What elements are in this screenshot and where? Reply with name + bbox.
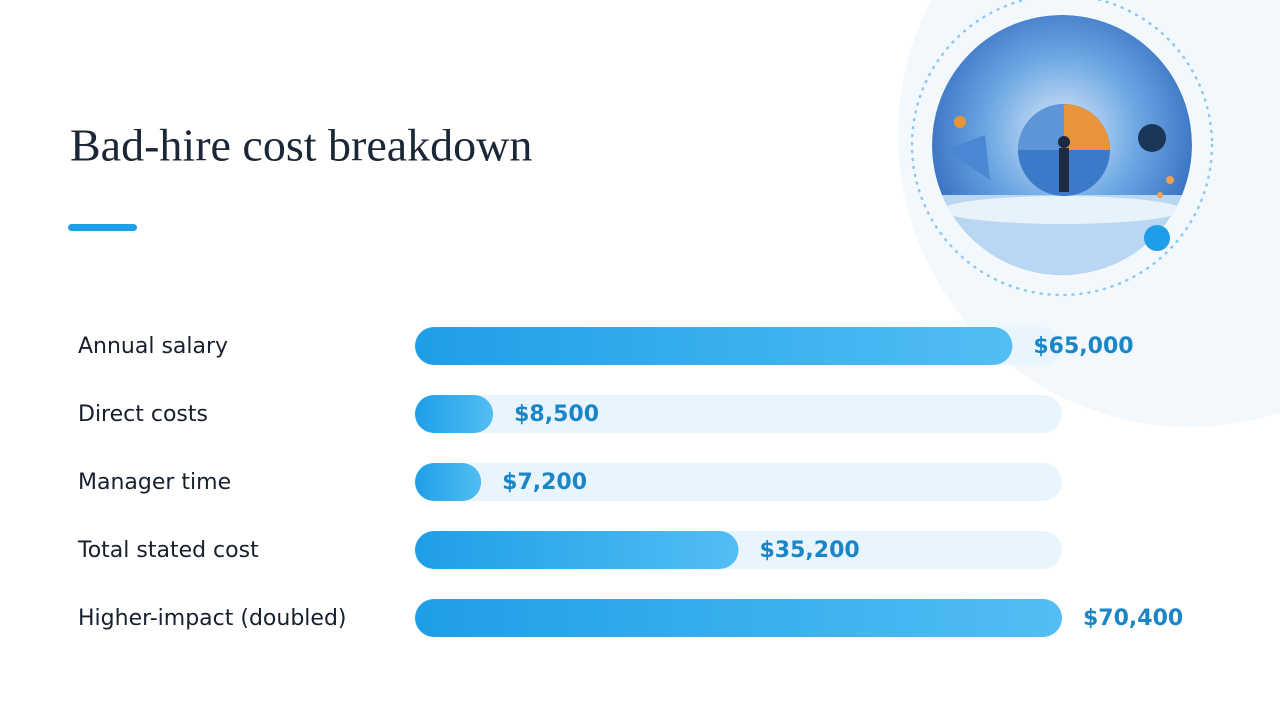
value-label: $35,200 — [760, 538, 860, 563]
value-label: $70,400 — [1083, 606, 1183, 631]
decor-dot — [1144, 225, 1170, 251]
illustration — [932, 15, 1192, 275]
category-label: Annual salary — [78, 334, 228, 359]
category-label: Direct costs — [78, 402, 208, 427]
title-accent — [68, 224, 137, 231]
value-label: $65,000 — [1033, 334, 1133, 359]
category-label: Total stated cost — [77, 538, 259, 563]
bar — [415, 327, 1013, 365]
bar-track — [415, 463, 1062, 501]
bar — [415, 395, 494, 433]
bar — [415, 531, 739, 569]
category-label: Higher-impact (doubled) — [78, 606, 347, 631]
category-label: Manager time — [78, 470, 231, 495]
bar — [415, 463, 482, 501]
decor-ring — [910, 0, 1214, 297]
chart-title: Bad-hire cost breakdown — [70, 120, 532, 171]
value-label: $8,500 — [514, 402, 599, 427]
bar-track — [415, 395, 1062, 433]
value-label: $7,200 — [502, 470, 587, 495]
bar — [415, 599, 1062, 637]
